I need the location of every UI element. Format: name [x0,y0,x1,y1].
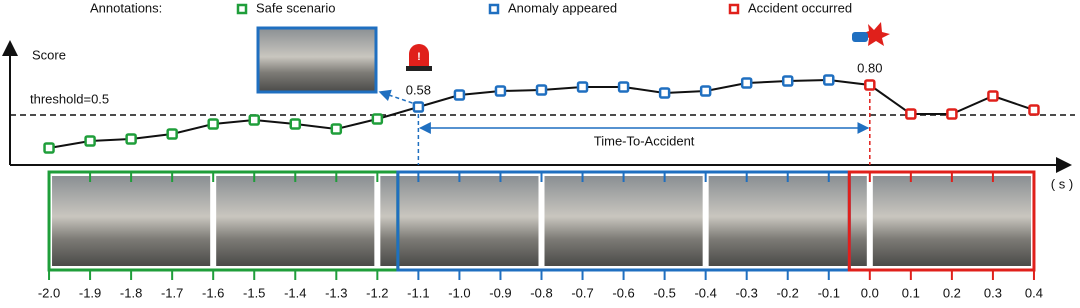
x-tick-label: -1.3 [325,285,347,300]
thumbnail-pointer [378,89,413,104]
x-tick-label: -2.0 [38,285,60,300]
x-tick-label: -0.2 [777,285,799,300]
thumbnail [256,26,378,94]
score-point [166,128,178,140]
x-tick-label: -0.5 [653,285,675,300]
x-tick-label: -1.8 [120,285,142,300]
value-label: 0.80 [857,60,882,75]
y-axis-label: Score [32,47,66,62]
x-tick-label: 0.0 [861,285,879,300]
score-point [987,90,999,102]
score-point [864,79,876,91]
score-point [1028,104,1040,116]
score-point [905,108,917,120]
x-tick-label: -0.1 [818,285,840,300]
score-point [699,85,712,97]
x-tick-label: 0.2 [943,285,961,300]
x-tick-label: -1.4 [284,285,306,300]
score-point [125,133,137,145]
score-point [207,118,219,130]
score-point [946,108,958,120]
threshold-label: threshold=0.5 [30,91,109,106]
frame-image [216,176,375,266]
score-point [412,101,425,113]
x-tick-label: -0.4 [694,285,716,300]
svg-text:!: ! [417,51,421,63]
x-tick-label: -1.6 [202,285,224,300]
x-tick-label: -0.3 [735,285,757,300]
x-tick-label: 0.4 [1025,285,1043,300]
x-tick-label: -1.7 [161,285,183,300]
x-tick-label: -1.0 [448,285,470,300]
frame-image [544,176,703,266]
legend-swatch [728,3,740,15]
x-tick-label: -0.9 [489,285,511,300]
x-tick-label: 0.3 [984,285,1002,300]
x-axis-label: ( s ) [1051,176,1073,191]
frame-image [380,176,539,266]
score-point [330,123,343,135]
x-tick-label: -0.7 [571,285,593,300]
x-tick-label: -1.1 [407,285,429,300]
legend-label: Anomaly appeared [508,0,617,15]
score-point [248,114,260,126]
legend-label: Safe scenario [256,0,336,15]
score-point [494,85,507,97]
score-point [781,75,794,87]
frame-image [708,176,867,266]
x-tick-label: -0.6 [612,285,634,300]
crash-icon [852,22,890,46]
legend-swatch [236,3,248,15]
score-point [617,81,630,93]
score-point [658,87,671,99]
alarm-icon: ! [406,44,432,71]
score-point [576,81,589,93]
score-point [371,113,384,125]
score-point [453,89,466,101]
x-tick-label: 0.1 [902,285,920,300]
score-point [84,135,96,147]
phase-frame [847,170,1036,272]
value-label: 0.58 [406,82,431,97]
x-tick-label: -1.5 [243,285,265,300]
x-tick-label: -1.9 [79,285,101,300]
frame-image [872,176,1031,266]
score-point [289,118,302,130]
score-point [823,74,835,86]
score-point [535,84,548,96]
x-tick-label: -0.8 [530,285,552,300]
x-tick-label: -1.2 [366,285,388,300]
score-point [740,77,753,89]
legend-title: Annotations: [90,0,162,15]
score-point [43,142,55,154]
legend-label: Accident occurred [748,0,852,15]
legend-swatch [488,3,500,15]
frame-image [52,176,211,266]
interval-label: Time-To-Accident [594,133,695,148]
